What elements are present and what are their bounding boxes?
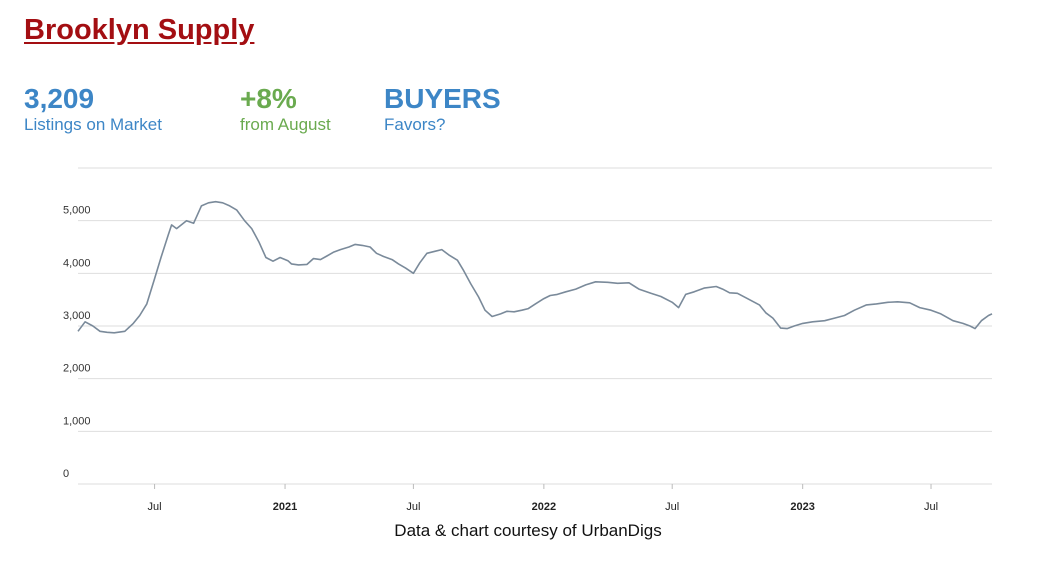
y-tick-label: 1,000 xyxy=(63,415,91,427)
x-tick-label: Jul xyxy=(406,501,420,513)
x-tick-label: 2023 xyxy=(790,501,814,513)
stat-listings-value: 3,209 xyxy=(24,83,95,114)
stat-favors: BUYERS Favors? xyxy=(384,83,501,135)
stat-change-label: from August xyxy=(240,115,331,134)
stat-listings-label: Listings on Market xyxy=(24,115,162,134)
page-title: Brooklyn Supply xyxy=(24,14,255,46)
stat-change: +8% from August xyxy=(240,83,331,135)
stat-favors-label: Favors? xyxy=(384,115,446,134)
y-tick-label: 4,000 xyxy=(63,257,91,269)
stat-favors-value: BUYERS xyxy=(384,83,501,114)
x-tick-label: Jul xyxy=(924,501,938,513)
x-tick-label: 2021 xyxy=(273,501,297,513)
x-tick-label: Jul xyxy=(665,501,679,513)
x-tick-label: 2022 xyxy=(532,501,556,513)
y-tick-label: 2,000 xyxy=(63,363,91,375)
stat-change-value: +8% xyxy=(240,83,297,114)
y-tick-label: 5,000 xyxy=(63,205,91,217)
supply-line-chart: 0 1,000 2,000 3,000 4,000 5,000 Jul 2021 Jul 2022… xyxy=(63,167,993,513)
listings-series-line xyxy=(77,200,993,334)
y-tick-label: 0 xyxy=(63,468,69,480)
stat-listings: 3,209 Listings on Market xyxy=(24,83,162,135)
chart-credit: Data & chart courtesy of UrbanDigs xyxy=(394,521,662,540)
y-tick-label: 3,000 xyxy=(63,310,91,322)
x-tick-label: Jul xyxy=(148,501,162,513)
